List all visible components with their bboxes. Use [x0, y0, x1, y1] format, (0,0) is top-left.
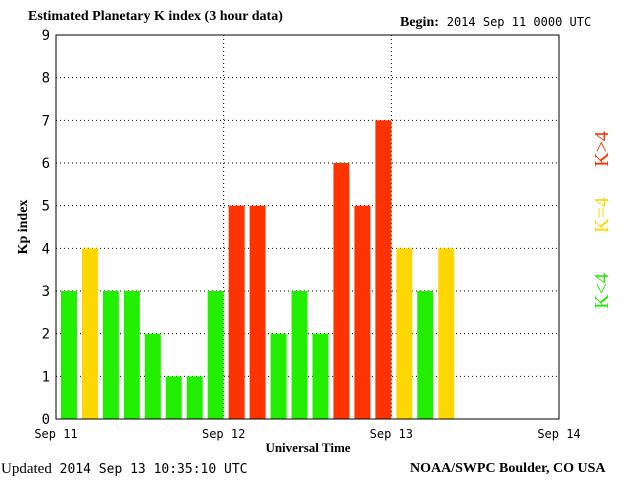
kp-bar	[81, 248, 98, 419]
bar-group	[61, 120, 455, 419]
kp-bar	[165, 376, 182, 419]
y-tick-label: 1	[42, 369, 50, 385]
kp-bar	[123, 291, 140, 419]
kp-bar	[270, 333, 287, 419]
chart-title: Estimated Planetary K index (3 hour data…	[28, 9, 283, 24]
kp-bar	[186, 376, 203, 419]
kp-bar	[354, 205, 371, 419]
plot-frame	[55, 34, 560, 420]
kp-bar	[102, 291, 119, 419]
kp-bar	[61, 291, 77, 419]
x-axis-label: Universal Time	[265, 440, 350, 455]
legend-item: K=4	[591, 197, 613, 233]
y-tick-label: 3	[42, 284, 50, 300]
x-tick-label: Sep 12	[202, 427, 245, 441]
kp-bar	[291, 291, 308, 419]
kp-bar	[228, 205, 245, 419]
kp-bar	[144, 333, 161, 419]
kp-bar	[312, 333, 329, 419]
legend: K<4 K=4 K>4	[591, 131, 613, 309]
kp-bar	[417, 291, 434, 419]
begin-value: 2014 Sep 11 0000 UTC	[446, 15, 592, 29]
y-axis-label: Kp index	[16, 200, 31, 255]
x-tick-label: Sep 11	[34, 427, 77, 441]
kp-bar	[438, 248, 455, 419]
credit-text: NOAA/SWPC Boulder, CO USA	[410, 461, 606, 476]
legend-item: K>4	[591, 131, 613, 167]
kp-bar	[249, 205, 266, 419]
y-tick-label: 4	[42, 241, 50, 257]
kp-bar	[207, 291, 224, 419]
y-tick-label: 7	[42, 113, 50, 129]
x-tick-label: Sep 13	[370, 427, 413, 441]
legend-item: K<4	[591, 273, 613, 309]
begin-info: Begin: 2014 Sep 11 0000 UTC	[400, 15, 591, 31]
kp-bar	[375, 120, 392, 419]
begin-label: Begin:	[400, 15, 439, 30]
updated-info: Updated 2014 Sep 13 10:35:10 UTC	[1, 461, 248, 478]
y-tick-label: 9	[42, 28, 50, 44]
y-tick-label: 5	[42, 199, 50, 215]
updated-value: 2014 Sep 13 10:35:10 UTC	[59, 462, 248, 477]
y-tick-label: 6	[42, 156, 50, 172]
y-tick-labels: 0 1 2 3 4 5 6 7 8 9	[42, 28, 50, 428]
updated-label: Updated	[1, 461, 52, 477]
y-tick-label: 8	[42, 71, 50, 87]
x-tick-label: Sep 14	[537, 427, 580, 441]
y-tick-label: 0	[42, 412, 50, 428]
kp-bar	[333, 163, 350, 419]
x-tick-labels: Sep 11 Sep 12 Sep 13 Sep 14	[34, 427, 580, 441]
y-tick-label: 2	[42, 327, 50, 343]
kp-bar	[396, 248, 413, 419]
